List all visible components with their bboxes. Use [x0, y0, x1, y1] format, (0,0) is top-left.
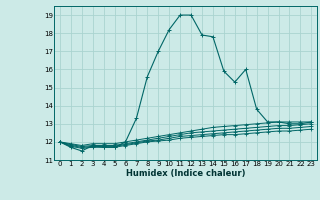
X-axis label: Humidex (Indice chaleur): Humidex (Indice chaleur) [126, 169, 245, 178]
